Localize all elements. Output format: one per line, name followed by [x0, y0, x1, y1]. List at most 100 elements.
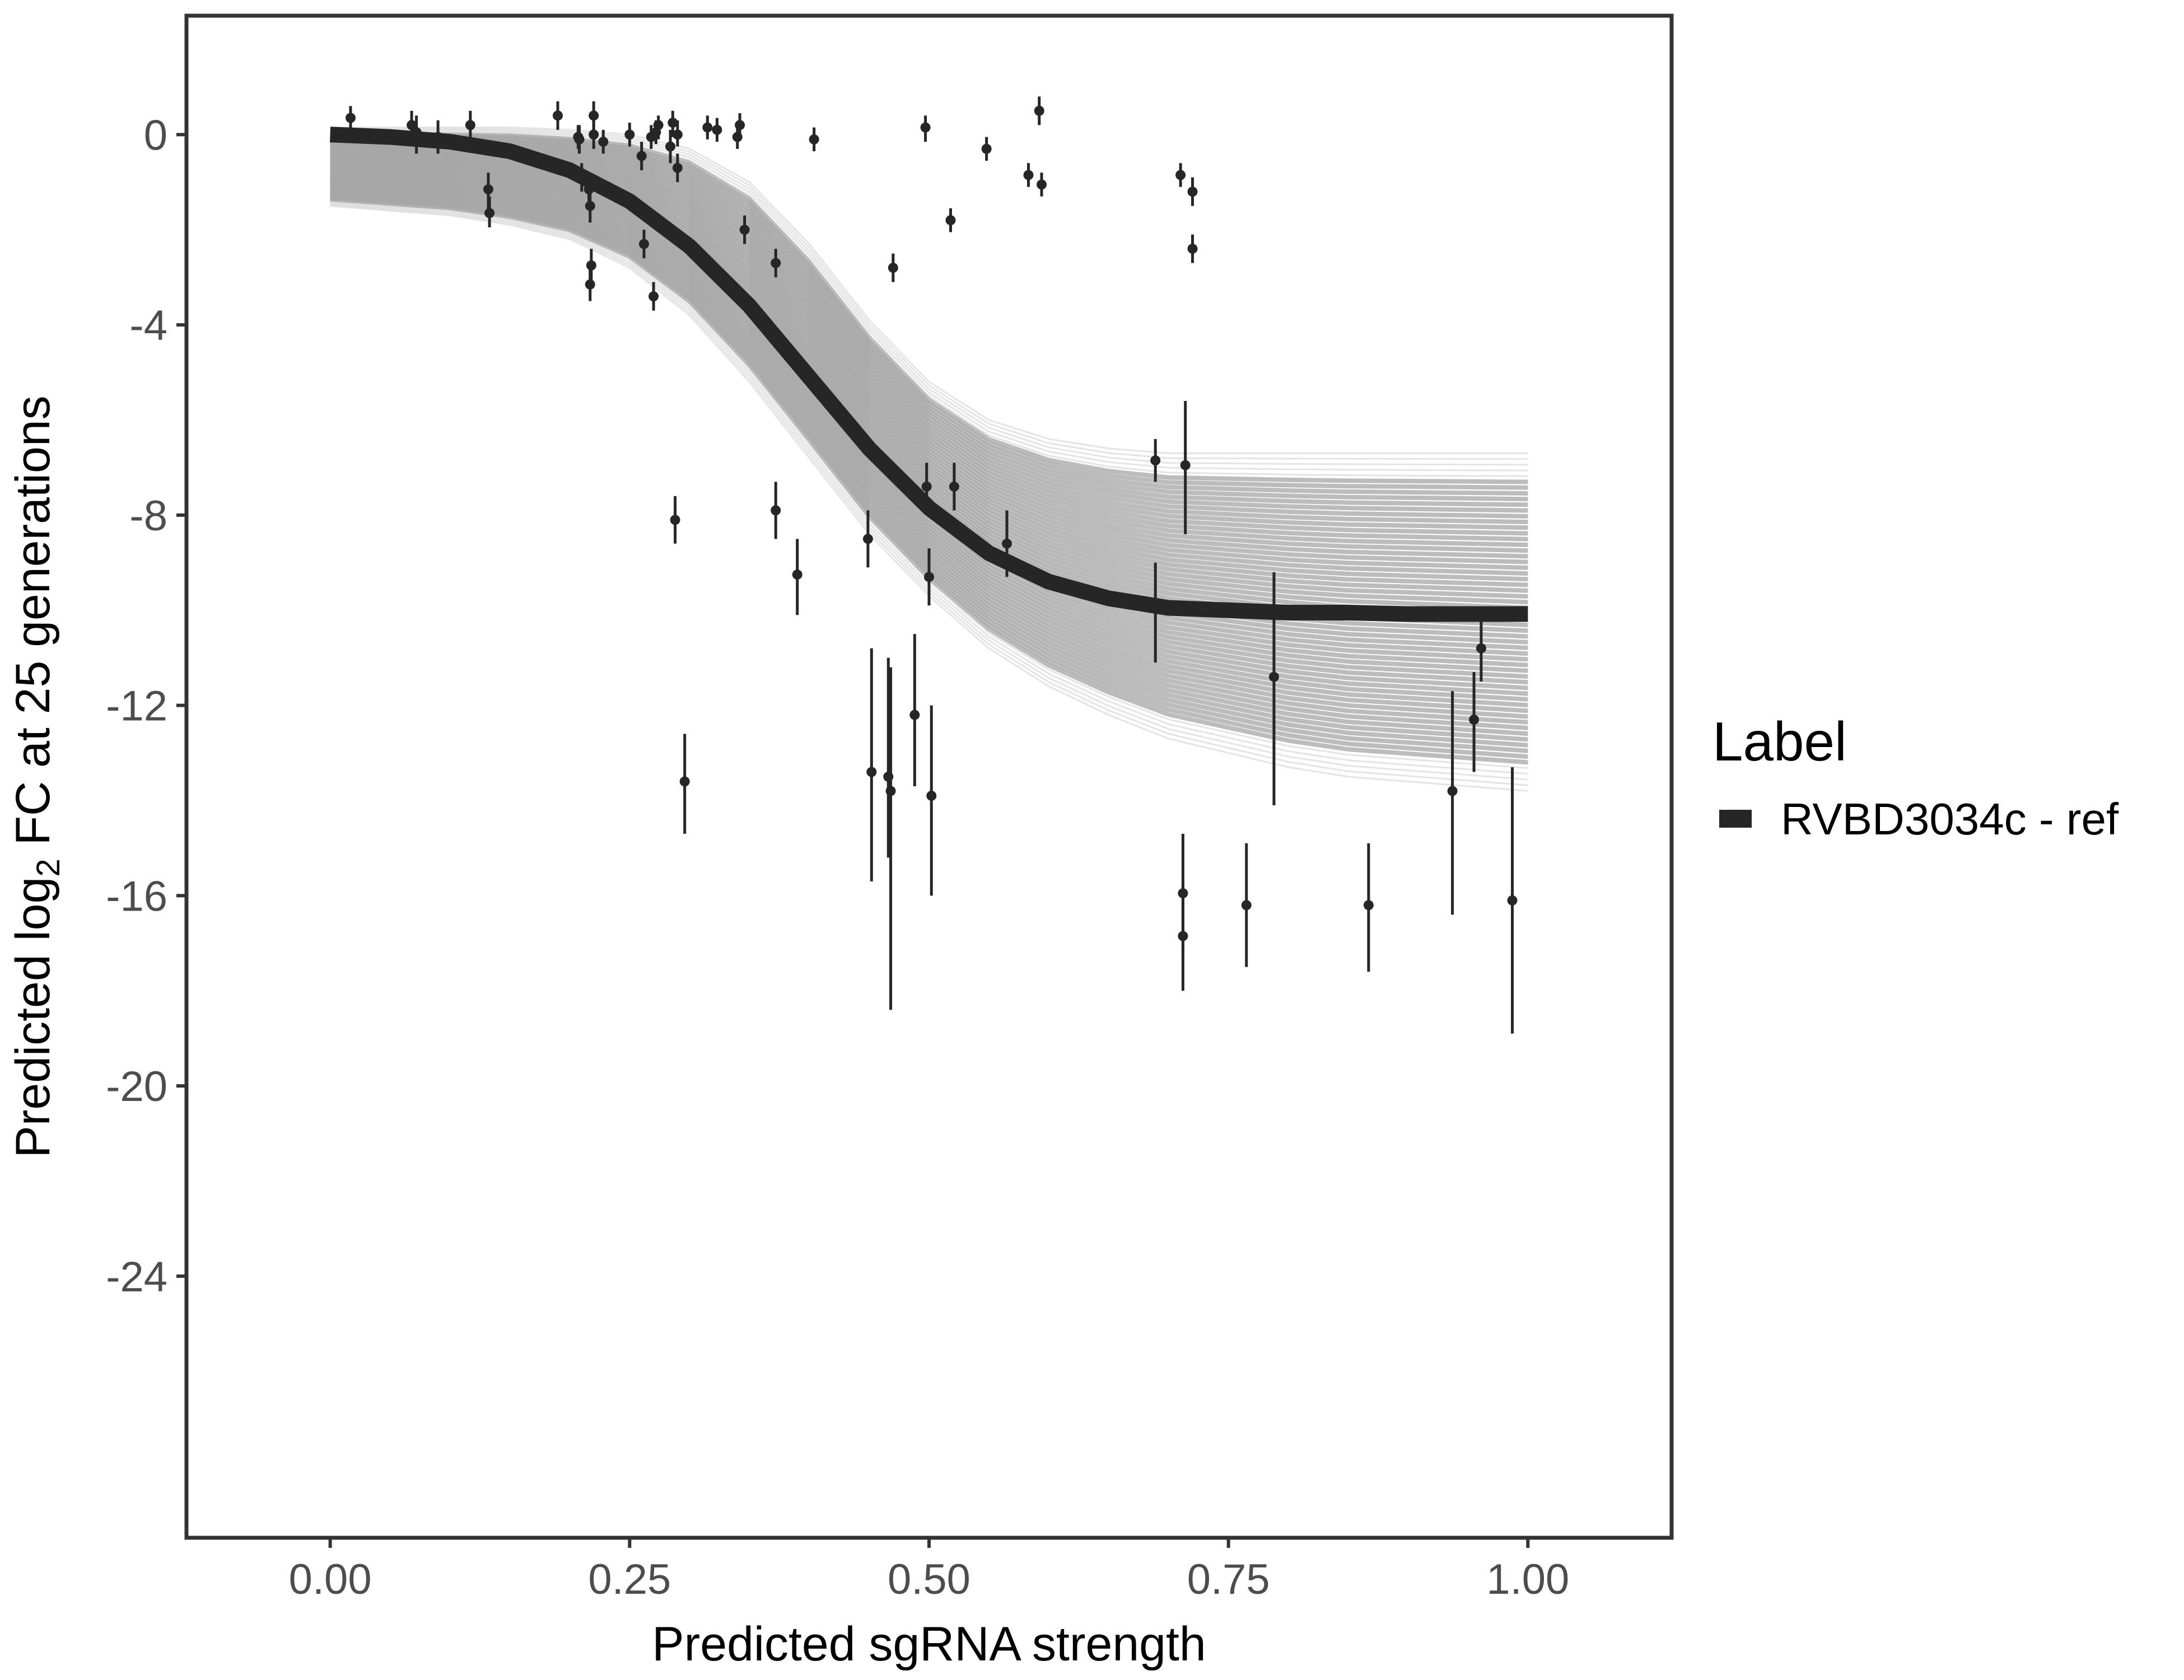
data-point: [624, 123, 635, 147]
fit-curve: [330, 127, 1528, 622]
data-point: [921, 463, 932, 515]
data-point: [1023, 163, 1034, 187]
data-point: [949, 463, 959, 511]
point-marker: [589, 110, 599, 121]
legend: Label RVBD3034c - ref: [1712, 711, 2119, 844]
point-marker: [484, 208, 495, 218]
x-tick-label: 0.00: [289, 1556, 372, 1603]
data-point: [1187, 177, 1198, 206]
point-marker: [679, 776, 690, 787]
y-axis-title-suffix: FC at 25 generations: [6, 395, 60, 858]
data-point: [638, 230, 649, 259]
point-marker: [921, 481, 932, 492]
point-marker: [574, 134, 585, 144]
data-point: [1180, 400, 1191, 534]
y-tick-label: -24: [106, 1253, 167, 1301]
data-point: [809, 127, 819, 152]
y-axis: 0 -4 -8 -12 -16 -20 -24: [106, 111, 186, 1301]
point-marker: [909, 710, 920, 720]
point-marker: [926, 790, 937, 801]
point-marker: [885, 786, 896, 796]
data-point: [1447, 691, 1458, 915]
posterior-line: [330, 127, 1528, 454]
data-point: [1175, 163, 1186, 187]
point-marker: [771, 258, 781, 268]
point-marker: [407, 120, 417, 130]
point-marker: [672, 129, 683, 140]
point-marker: [1241, 900, 1252, 911]
point-marker: [465, 120, 475, 130]
point-marker: [1507, 895, 1518, 906]
data-point: [574, 125, 585, 154]
data-point: [648, 282, 659, 311]
data-point: [411, 115, 422, 154]
x-tick-label: 0.25: [588, 1556, 671, 1603]
data-point: [665, 129, 676, 164]
data-point: [1034, 96, 1044, 125]
point-marker: [735, 120, 745, 130]
legend-title: Label: [1712, 711, 1847, 772]
point-marker: [589, 129, 599, 140]
data-point: [636, 142, 647, 171]
point-marker: [665, 141, 676, 152]
panel-border: [184, 13, 1674, 1540]
data-point: [909, 634, 920, 786]
data-point: [735, 113, 745, 137]
y-tick-label: -20: [106, 1063, 167, 1110]
point-marker: [1002, 538, 1012, 549]
data-point: [1150, 438, 1161, 482]
point-marker: [792, 570, 802, 580]
x-axis: 0.00 0.25 0.50 0.75 1.00: [289, 1538, 1569, 1603]
fit-curve-layer: [330, 127, 1528, 622]
data-point: [862, 510, 873, 568]
x-tick-label: 0.50: [888, 1556, 970, 1603]
data-point: [1037, 172, 1047, 197]
point-marker: [924, 572, 934, 582]
plot-area: [330, 96, 1528, 1034]
point-marker: [866, 767, 877, 777]
data-point: [670, 496, 680, 544]
x-tick-label: 1.00: [1486, 1556, 1569, 1603]
point-marker: [981, 143, 992, 154]
point-marker: [668, 118, 678, 128]
data-point: [1178, 881, 1188, 991]
data-point: [888, 253, 898, 282]
posterior-line: [330, 129, 1528, 466]
point-marker: [739, 225, 750, 235]
data-point: [1363, 843, 1374, 972]
point-marker: [670, 515, 680, 525]
posterior-line: [330, 130, 1528, 472]
point-marker: [702, 122, 713, 133]
point-marker: [1187, 244, 1198, 254]
data-point: [712, 118, 722, 142]
point-marker: [1476, 643, 1486, 654]
point-marker: [483, 184, 493, 195]
y-tick-label: -16: [106, 872, 167, 920]
point-marker: [1150, 600, 1161, 611]
point-marker: [1023, 170, 1034, 180]
data-point: [1476, 619, 1486, 682]
point-marker: [576, 172, 587, 183]
point-marker: [1447, 786, 1458, 796]
x-tick-label: 0.75: [1187, 1556, 1270, 1603]
posterior-line: [330, 128, 1528, 460]
point-marker: [809, 134, 819, 144]
point-marker: [585, 200, 595, 211]
point-marker: [888, 263, 898, 273]
data-point: [407, 110, 417, 139]
point-marker: [862, 534, 873, 544]
point-marker: [1178, 931, 1188, 941]
y-tick-label: -12: [106, 683, 167, 730]
legend-entry-label: RVBD3034c - ref: [1781, 794, 2119, 844]
posterior-band: [330, 127, 1528, 792]
data-point: [576, 163, 587, 192]
point-marker: [1037, 179, 1047, 190]
y-axis-title-prefix: Predicted log: [6, 877, 60, 1158]
data-point: [920, 115, 931, 142]
y-tick-label: -8: [129, 492, 167, 540]
data-point: [1268, 572, 1279, 805]
data-point: [484, 196, 495, 227]
data-point: [771, 249, 781, 278]
data-point: [981, 137, 992, 161]
